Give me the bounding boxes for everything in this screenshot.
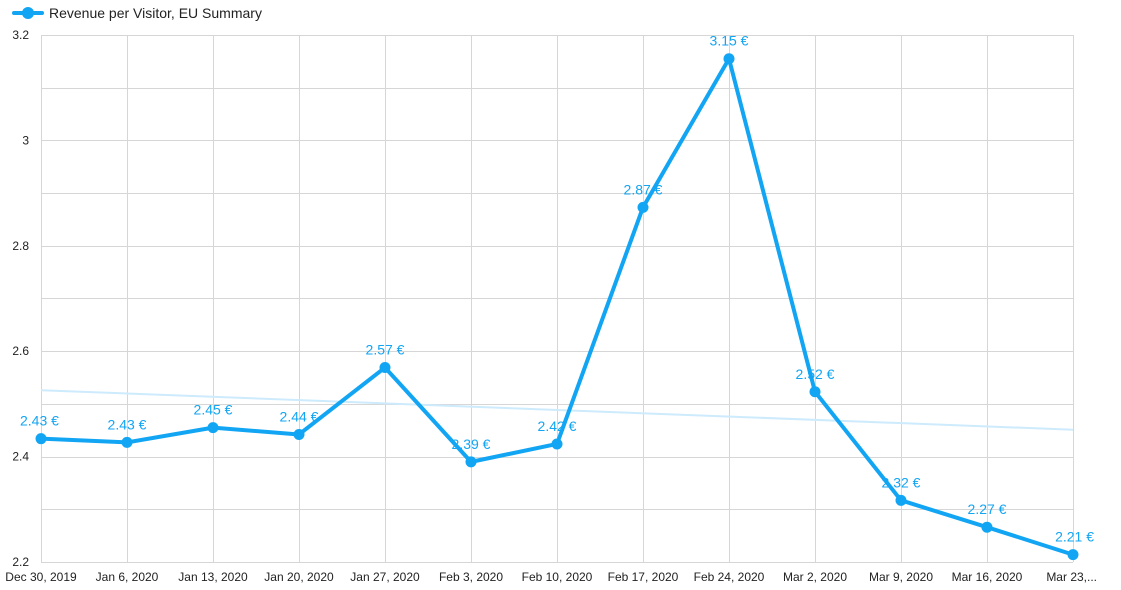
data-point[interactable] (895, 494, 907, 506)
x-tick-label: Mar 23,... (1046, 570, 1097, 584)
series (35, 53, 1079, 561)
trendline-line (40, 389, 1074, 431)
data-point[interactable] (1067, 549, 1079, 561)
y-tick-label: 2.4 (12, 450, 29, 464)
data-point[interactable] (551, 438, 563, 450)
y-tick-label: 3.2 (12, 28, 29, 42)
data-point[interactable] (809, 386, 821, 398)
x-tick-label: Dec 30, 2019 (5, 570, 77, 584)
data-label: 2.39 € (452, 436, 491, 452)
y-tick-label: 3 (22, 133, 29, 147)
y-tick-label: 2.6 (12, 344, 29, 358)
data-point[interactable] (723, 53, 735, 65)
x-tick-label: Mar 16, 2020 (952, 570, 1023, 584)
x-axis: Dec 30, 2019 Jan 6, 2020 Jan 13, 2020 Jan 2… (5, 570, 1097, 584)
x-tick-label: Mar 2, 2020 (783, 570, 847, 584)
data-label: 2.43 € (20, 413, 59, 429)
legend-dot-icon (22, 7, 34, 19)
x-tick-label: Jan 6, 2020 (96, 570, 159, 584)
x-tick-label: Jan 27, 2020 (350, 570, 420, 584)
data-label: 2.57 € (366, 342, 405, 358)
y-tick-label: 2.8 (12, 239, 29, 253)
x-tick-label: Jan 20, 2020 (264, 570, 334, 584)
data-point[interactable] (379, 362, 391, 374)
x-tick-label: Feb 10, 2020 (522, 570, 593, 584)
grid (41, 35, 1074, 563)
legend-label: Revenue per Visitor, EU Summary (49, 5, 262, 21)
data-point[interactable] (637, 201, 649, 213)
x-tick-label: Jan 13, 2020 (178, 570, 248, 584)
data-point[interactable] (207, 422, 219, 434)
data-label: 2.45 € (194, 402, 233, 418)
trendline (40, 389, 1074, 431)
data-point[interactable] (981, 521, 993, 533)
data-label: 2.21 € (1055, 529, 1094, 545)
data-label: 2.52 € (796, 366, 835, 382)
x-tick-label: Feb 24, 2020 (694, 570, 765, 584)
data-point[interactable] (35, 433, 47, 445)
legend[interactable]: Revenue per Visitor, EU Summary (12, 5, 262, 21)
x-tick-label: Feb 17, 2020 (608, 570, 679, 584)
data-label: 2.42 € (538, 418, 577, 434)
data-label: 3.15 € (710, 33, 749, 49)
data-point[interactable] (121, 436, 133, 448)
x-tick-label: Mar 9, 2020 (869, 570, 933, 584)
data-label: 2.87 € (624, 181, 663, 197)
y-axis: 2.2 2.4 2.6 2.8 3 3.2 (12, 28, 29, 569)
data-label: 2.32 € (882, 474, 921, 490)
y-tick-label: 2.2 (12, 555, 29, 569)
data-point[interactable] (293, 428, 305, 440)
data-label: 2.27 € (968, 501, 1007, 517)
data-label: 2.44 € (280, 408, 319, 424)
x-tick-label: Feb 3, 2020 (439, 570, 503, 584)
data-point[interactable] (465, 456, 477, 468)
data-label: 2.43 € (108, 416, 147, 432)
data-labels: 2.43 € 2.43 € 2.45 € 2.44 € 2.57 € 2.39 € 2.42… (20, 33, 1094, 545)
